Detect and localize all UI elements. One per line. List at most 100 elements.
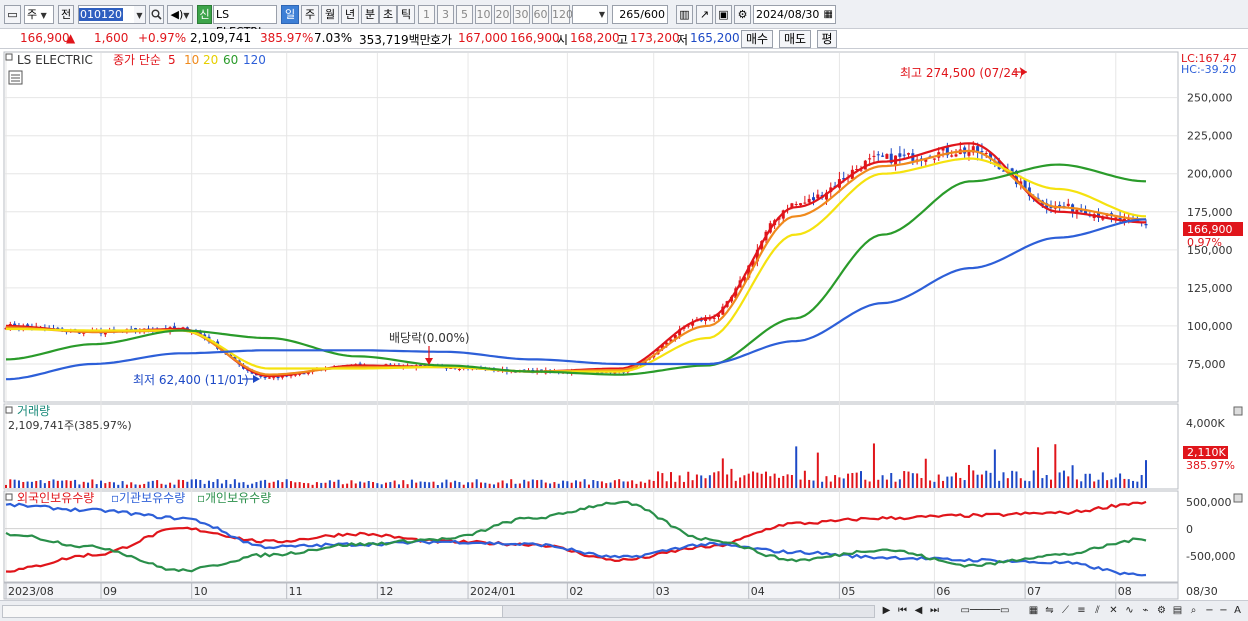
dividend-annotation: 배당락(0.00%) [389,331,470,345]
calc-icon[interactable] [8,70,23,85]
open-label: 시 [557,33,569,47]
interval-120[interactable]: 120 [551,5,573,24]
save-icon[interactable]: ▣ [715,5,732,24]
volume-toggle-icon[interactable] [5,406,13,414]
candle-body [699,319,703,321]
interval-1[interactable]: 1 [418,5,435,24]
chevron-down-icon: ▼ [40,11,47,20]
period-year[interactable]: 년 [341,5,359,24]
eval-button[interactable]: 평 [817,30,837,48]
grid-toggle-icon[interactable]: ▦ [1028,605,1039,616]
high-annotation: 최고 274,500 (07/24) [900,66,1023,80]
first-icon[interactable]: ⏮ [898,605,907,616]
volume-bar [989,472,992,488]
print-icon[interactable]: ▤ [1172,605,1183,616]
interval-30[interactable]: 30 [513,5,530,24]
new-label[interactable]: 신 [197,5,212,24]
x-axis-label: 08 [1118,585,1132,598]
speaker-icon[interactable]: ◀)▼ [167,5,193,24]
trendline-icon[interactable]: ⟋ [1062,605,1069,616]
zoom-search-icon[interactable]: ⌕ [1190,605,1197,616]
volume-close-icon[interactable] [1233,406,1243,416]
wave-icon[interactable]: ∿ [1125,605,1134,616]
gear-icon[interactable]: ⚙ [734,5,751,24]
period-second[interactable]: 초 [379,5,397,24]
candle-body [1066,203,1070,207]
scroll-thumb[interactable] [502,606,874,617]
panel-toggle-icon[interactable] [5,53,13,61]
period-minute[interactable]: 분 [361,5,379,24]
window-icon[interactable]: ▭ [4,5,21,24]
volume-bar [950,476,953,488]
volume-bar [808,479,811,488]
font-size-icon[interactable]: A [1234,605,1241,616]
candle-body [967,151,971,156]
interval-custom-select[interactable]: ▼ [572,5,608,24]
market-select[interactable]: 주 ▼ [24,5,54,24]
search-icon[interactable] [149,5,164,24]
volume-bar [1136,481,1139,488]
volume-bar [907,471,910,488]
channel-icon[interactable]: ⫽ [1095,605,1100,616]
count-value: 265 [619,8,641,21]
fibo-icon[interactable]: ≡ [1077,605,1086,616]
stock-code-input[interactable]: 010120 [78,5,144,24]
compare-icon[interactable]: ⇋ [1045,605,1054,616]
volume-bar [756,472,759,488]
all-button[interactable]: 전 [58,5,74,24]
interval-20[interactable]: 20 [494,5,511,24]
period-week[interactable]: 주 [301,5,319,24]
period-tick[interactable]: 틱 [397,5,415,24]
volume-bar [829,481,832,488]
volume-bar [916,473,919,488]
volume-bar [730,468,733,488]
play-icon[interactable]: ▶ [882,605,891,616]
volume-bar [955,472,957,488]
volume-bar [1019,478,1022,488]
x-axis: 2023/08 09 10 11 12 2024/01 02 03 04 05 06 07 08 [5,583,1132,599]
volume-bar [147,481,150,488]
last-volume-tag [1183,446,1228,459]
volume-bar [177,479,180,488]
draw-tool-icon[interactable]: ↗ [696,5,713,24]
date-field[interactable]: 2024/08/30 ▦ [753,5,836,24]
candle-body [872,155,876,157]
volume-bar [657,471,660,488]
period-day[interactable]: 일 [281,5,299,24]
settings-icon[interactable]: ⚙ [1157,605,1166,616]
price-chart[interactable]: LS ELECTRIC 종가 단순 5 10 20 60 120 250,000… [0,50,1248,600]
code-dropdown-icon[interactable]: ▼ [134,5,146,24]
candle-body [1002,170,1005,172]
candle-type-icon[interactable]: ▥ [676,5,693,24]
sell-button[interactable]: 매도 [779,30,811,48]
interval-3[interactable]: 3 [437,5,454,24]
volume-bar [65,480,68,488]
cross-icon[interactable]: ✕ [1109,605,1118,616]
candle-body [885,154,889,159]
x-axis-label: 09 [103,585,117,598]
stock-label: LS ELECTRIC [17,53,93,67]
volume-bar [302,482,305,488]
volume-bar [449,482,452,488]
holder-line-1 [5,502,1147,577]
interval-60[interactable]: 60 [532,5,549,24]
interval-5[interactable]: 5 [456,5,473,24]
candle-body [272,377,276,379]
prev-icon[interactable]: ◀ [914,605,923,616]
period-month[interactable]: 월 [321,5,339,24]
candle-body [898,153,902,157]
zoom-minus-icon[interactable]: − [1219,605,1228,616]
period-slider[interactable]: ▭─────▭ [960,605,1010,616]
scrollbar[interactable] [2,605,875,618]
holder-close-icon[interactable] [1233,493,1243,503]
interval-10[interactable]: 10 [475,5,492,24]
last-icon[interactable]: ⏭ [930,605,939,616]
link-icon[interactable]: ⌁ [1142,605,1149,616]
calendar-icon[interactable]: ▦ [823,9,833,20]
count-input[interactable]: 265/600 [612,5,668,24]
holder-toggle-icon[interactable] [5,493,13,501]
volume-bar [380,484,383,488]
chart-area[interactable]: LS ELECTRIC 종가 단순 5 10 20 60 120 250,000… [0,50,1248,600]
buy-button[interactable]: 매수 [741,30,773,48]
zoom-out-icon[interactable]: − [1205,605,1214,616]
